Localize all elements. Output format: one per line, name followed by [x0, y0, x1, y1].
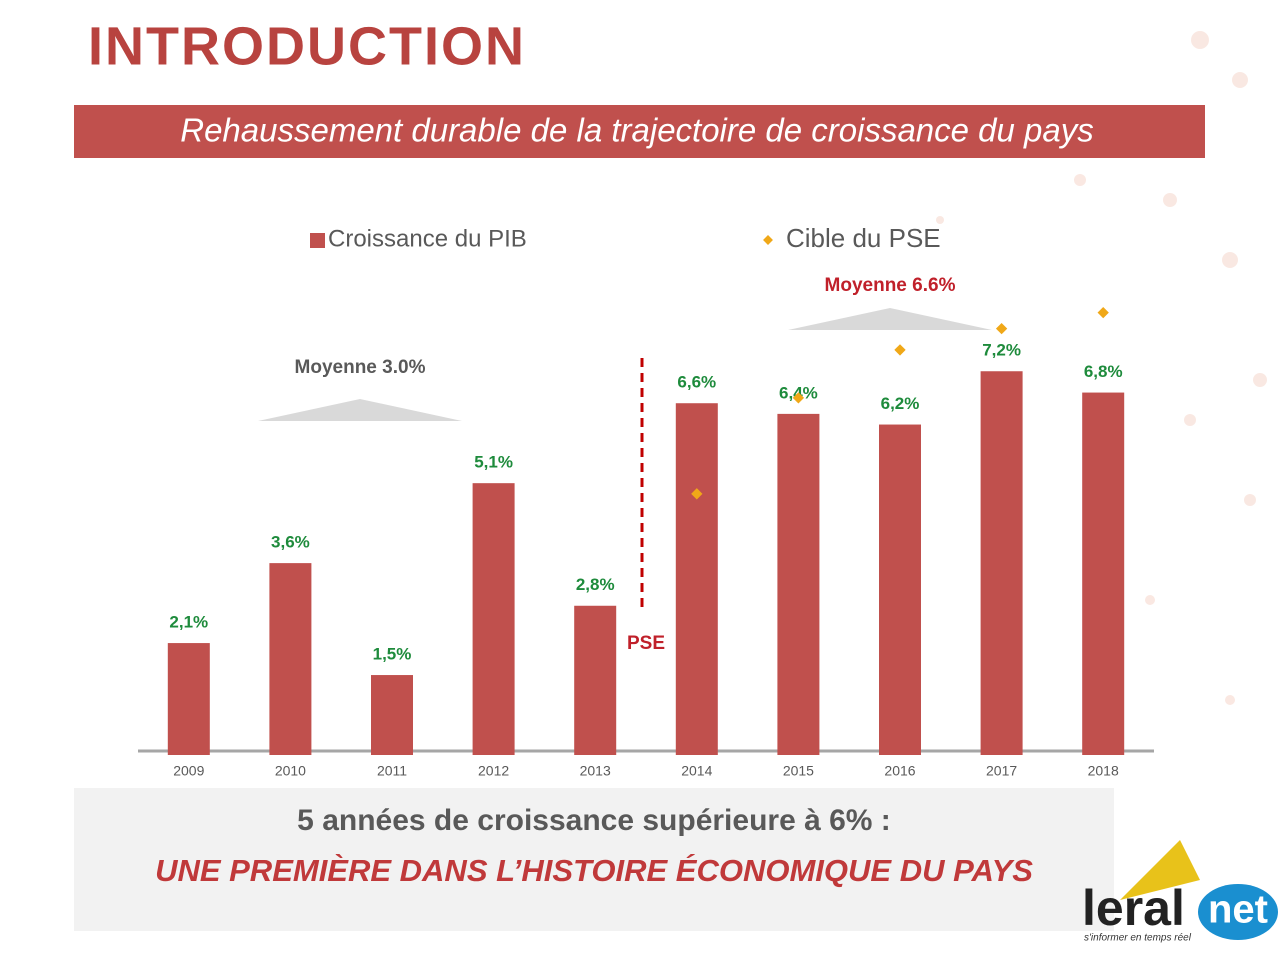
diamond [691, 488, 703, 500]
footer-line1: 5 années de croissance supérieure à 6% : [297, 804, 891, 837]
data-label: 3,6% [271, 533, 310, 552]
bar [167, 643, 210, 755]
data-label: 6,6% [677, 373, 716, 392]
x-tick-label: 2017 [986, 763, 1017, 779]
x-tick-label: 2010 [275, 763, 306, 779]
slide-title: INTRODUCTION [88, 16, 526, 76]
data-label: 1,5% [373, 645, 412, 664]
x-tick-label: 2009 [173, 763, 204, 779]
bar [472, 483, 515, 755]
bar [371, 675, 413, 755]
average-marker [258, 399, 462, 421]
average-marker [788, 308, 992, 330]
subtitle-band [74, 105, 1205, 158]
data-label: 7,2% [982, 341, 1021, 360]
x-tick-label: 2015 [783, 763, 814, 779]
x-tick-label: 2014 [681, 763, 712, 779]
data-label: 6,8% [1084, 362, 1123, 381]
x-tick-label: 2018 [1088, 763, 1119, 779]
annotation: Moyenne 6.6% [825, 275, 956, 296]
subtitle: Rehaussement durable de la trajectoire d… [180, 112, 1094, 149]
legend-swatch [310, 233, 325, 248]
diamond [894, 344, 906, 356]
bar [879, 424, 921, 755]
x-tick-label: 2013 [580, 763, 611, 779]
annotation: PSE [627, 633, 665, 654]
data-label: 5,1% [474, 453, 513, 472]
x-tick-label: 2012 [478, 763, 509, 779]
footer-box [74, 788, 1114, 931]
bar [574, 605, 617, 755]
diamond [1097, 306, 1109, 319]
logo-name: net [1208, 888, 1268, 932]
legend-label: Croissance du PIB [328, 225, 527, 252]
logo-tagline: s'informer en temps réel [1084, 933, 1192, 944]
logo-name: leral [1082, 880, 1185, 936]
x-tick-label: 2011 [377, 763, 407, 779]
footer-line2: UNE PREMIÈRE DANS L’HISTOIRE ÉCONOMIQUE … [155, 853, 1033, 888]
logo: leral net s'informer en temps réel [1082, 840, 1278, 944]
bar [269, 563, 312, 755]
bar [675, 403, 718, 755]
bar [1082, 392, 1125, 755]
legend-swatch [763, 235, 773, 245]
x-tick-label: 2016 [884, 763, 915, 779]
bar [980, 371, 1023, 755]
annotation: Moyenne 3.0% [295, 357, 426, 378]
bar [777, 413, 820, 755]
data-label: 2,8% [576, 575, 615, 594]
diamond [995, 322, 1008, 335]
background-dots [936, 31, 1267, 705]
diamond [792, 392, 805, 404]
data-label: 2,1% [169, 613, 208, 632]
data-label: 6,2% [881, 394, 920, 413]
legend-label: Cible du PSE [786, 223, 941, 253]
